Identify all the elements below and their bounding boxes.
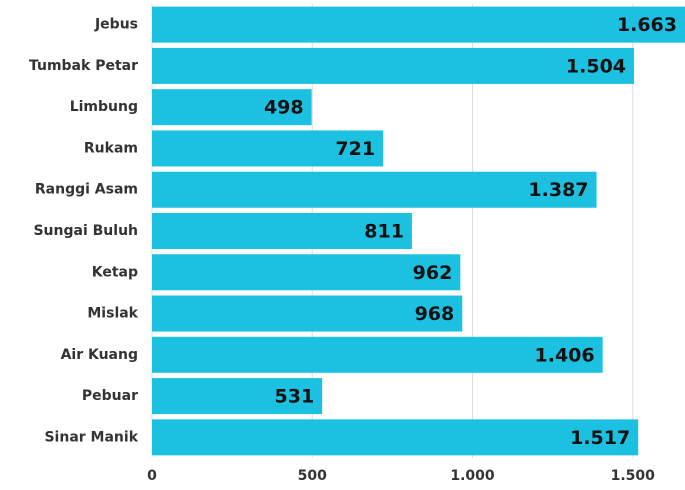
- value-label: 1.406: [535, 344, 595, 366]
- bar: [152, 419, 639, 456]
- bar: [152, 171, 597, 208]
- bar: [152, 47, 635, 84]
- y-tick-label: Sinar Manik: [44, 429, 138, 445]
- value-label: 811: [364, 221, 404, 243]
- bar: [152, 254, 461, 291]
- y-tick-label: Tumbak Petar: [29, 58, 138, 74]
- bar: [152, 89, 312, 126]
- y-tick-label: Pebuar: [82, 388, 138, 404]
- y-tick-label: Mislak: [87, 306, 138, 322]
- y-tick-label: Ketap: [92, 264, 138, 280]
- value-label: 1.504: [566, 55, 626, 77]
- y-tick-label: Ranggi Asam: [35, 182, 138, 198]
- bar: [152, 336, 603, 373]
- y-tick-label: Rukam: [84, 140, 138, 156]
- x-tick-label: 1.000: [450, 468, 495, 484]
- value-label: 721: [335, 138, 375, 160]
- value-label: 1.387: [528, 179, 588, 201]
- bar: [152, 295, 463, 332]
- bar: [152, 6, 685, 43]
- y-tick-label: Jebus: [94, 17, 138, 33]
- value-label: 962: [413, 262, 453, 284]
- x-tick-label: 500: [298, 468, 327, 484]
- bar: [152, 213, 412, 249]
- bar: [152, 130, 384, 167]
- y-tick-label: Limbung: [70, 99, 138, 115]
- value-label: 498: [264, 97, 304, 119]
- value-label: 531: [275, 386, 315, 408]
- x-tick-label: 1.500: [611, 468, 656, 484]
- y-tick-label: Air Kuang: [61, 347, 138, 363]
- value-label: 968: [415, 303, 455, 325]
- value-label: 1.517: [570, 427, 630, 449]
- x-tick-label: 0: [147, 468, 157, 484]
- value-label: 1.663: [617, 14, 677, 36]
- bar: [152, 378, 323, 415]
- y-tick-label: Sungai Buluh: [33, 223, 138, 239]
